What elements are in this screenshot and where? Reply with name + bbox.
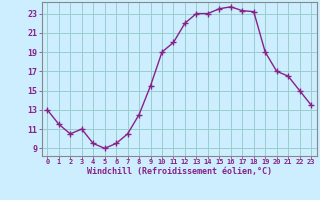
X-axis label: Windchill (Refroidissement éolien,°C): Windchill (Refroidissement éolien,°C): [87, 167, 272, 176]
